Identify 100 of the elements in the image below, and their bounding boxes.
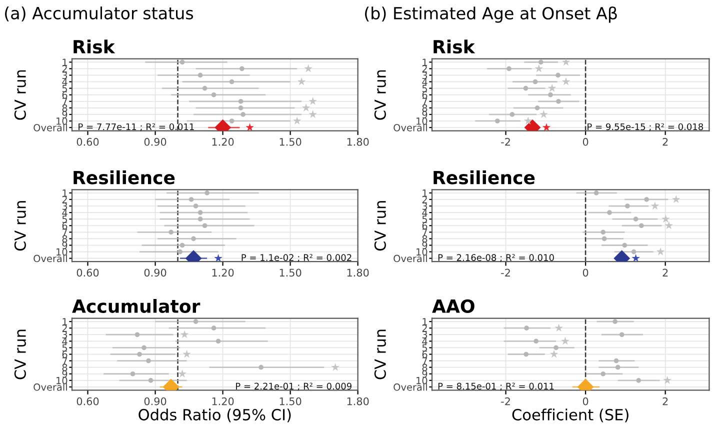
y-axis-title: CV run [14,201,26,251]
point [594,190,599,196]
y-tick-label: 4 [422,209,428,216]
y-tick-label: Overall [34,124,67,132]
point [612,319,618,324]
x-tick-label: 0.90 [144,268,166,277]
y-tick-label: 4 [62,78,68,86]
point [614,358,619,364]
point [607,210,612,215]
point [644,197,649,202]
point [562,58,570,66]
point [633,216,638,222]
point [540,110,548,118]
x-tick-label: 1.20 [212,268,234,277]
point [524,326,529,330]
point [180,242,185,248]
point [538,60,544,65]
point [548,92,553,98]
annotation: P = 2.16e-08 ; R² = 0.010 [438,254,554,262]
point [178,369,186,378]
point [142,345,146,350]
point [561,336,570,345]
point [211,326,216,330]
point [631,249,636,254]
y-tick-label: 8 [422,104,428,112]
point [238,98,244,104]
point [238,106,244,110]
point [180,60,185,65]
y-axis-title: CV run [374,70,386,120]
point [308,110,318,118]
x-tick-label: 0 [582,397,588,406]
point [182,350,191,358]
point [548,84,556,92]
y-tick-label: 4 [422,338,428,345]
point [229,79,234,84]
y-tick-label: 1 [422,190,427,197]
x-tick-label: 1.50 [280,268,302,277]
x-tick-label: 1.80 [347,268,369,277]
point [216,338,221,344]
point [191,236,196,242]
point [258,364,264,370]
annotation: P = 9.55e-15 ; R² = 0.018 [588,123,704,132]
point [214,254,222,262]
point [556,98,561,104]
point [308,96,318,105]
y-tick-label: 10 [56,248,68,256]
chart-title: Resilience [74,170,175,184]
point [554,345,558,350]
y-tick-label: Overall [394,383,427,391]
annotation: P = 8.15e-01 ; R² = 0.011 [438,382,554,390]
point [510,112,515,117]
point [556,72,560,78]
x-tick-label: 1.80 [347,138,369,146]
point [524,352,529,357]
point [542,123,551,131]
point [632,254,640,262]
x-tick-label: 2 [662,397,668,406]
chart-title: AAO [432,299,474,313]
point [534,338,539,344]
x-tick-label: 1.20 [212,138,234,146]
point [615,364,620,370]
y-tick-label: 10 [56,117,68,125]
y-tick-label: Overall [34,254,67,262]
point [602,236,607,242]
point [650,202,660,210]
point [331,362,340,371]
point [198,216,203,222]
chart-title: Risk [434,40,476,54]
x-tick-label: 2 [662,268,668,276]
point [137,352,142,357]
y-tick-label: 4 [62,338,68,345]
point [562,77,570,86]
point [664,221,674,230]
x-tick-label: 1.50 [280,138,302,146]
x-axis-title: Odds Ratio (95% CI) [138,408,291,422]
x-tick-label: 0.90 [144,397,166,406]
point [495,118,500,124]
point [246,123,254,131]
x-tick-label: 1.80 [347,397,369,406]
y-tick-label: 5 [62,216,67,223]
y-tick-label: 4 [422,78,428,86]
point [193,319,198,324]
chart-subtitle: (b) Estimated Age at Onset Aβ [365,6,617,23]
x-tick-label: 0 [582,138,588,146]
point [211,92,216,98]
point [534,64,544,72]
point [506,66,512,72]
point [168,230,174,235]
point [304,64,312,72]
point [240,112,246,117]
y-tick-label: 10 [56,376,68,384]
point [148,378,154,383]
point [663,376,672,384]
point [178,249,182,254]
point [202,86,208,91]
point [302,104,310,112]
point [229,118,234,124]
y-tick-label: Overall [34,383,67,391]
y-tick-label: 4 [62,209,68,216]
x-tick-label: -2 [501,138,510,146]
